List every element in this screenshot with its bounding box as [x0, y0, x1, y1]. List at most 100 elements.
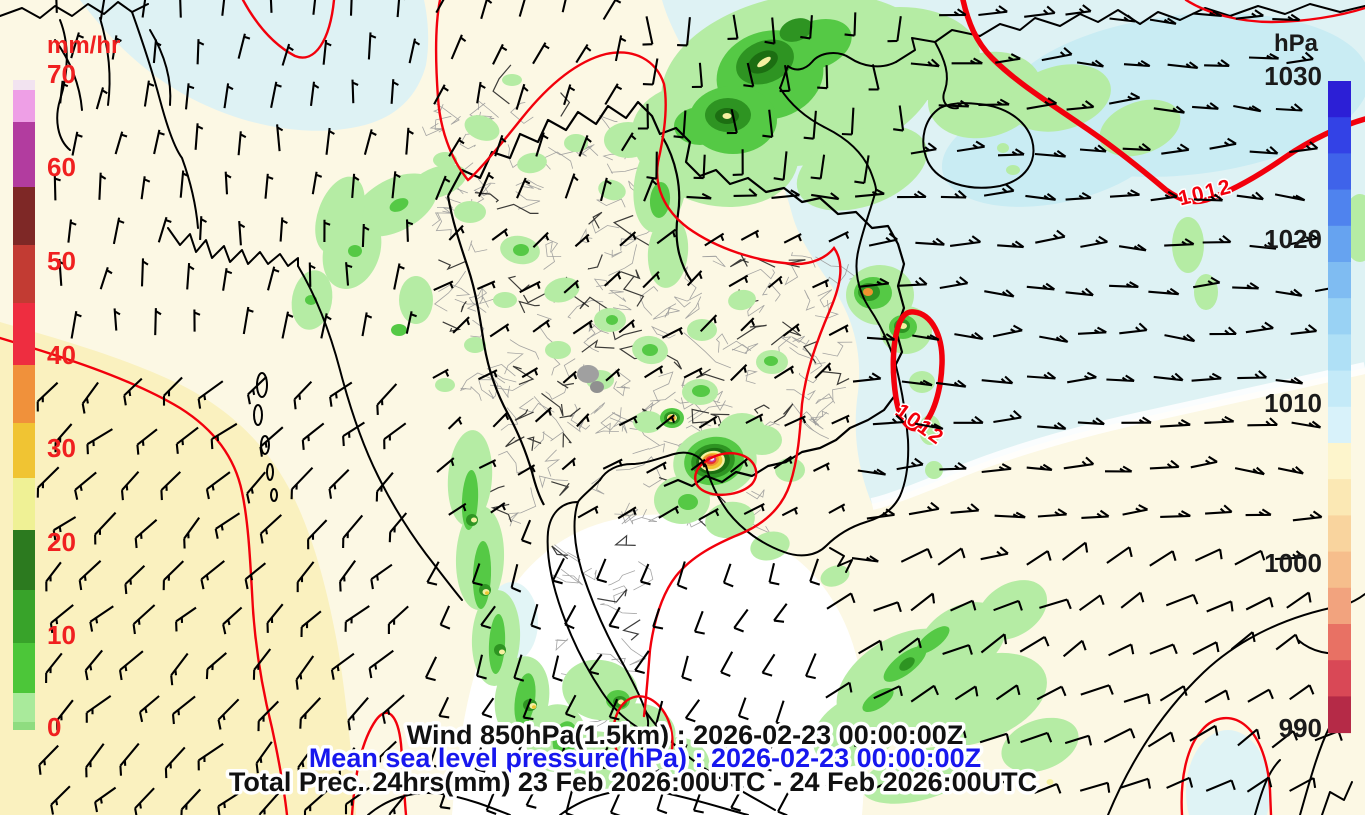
wind-barb — [939, 276, 969, 290]
district-boundary — [600, 603, 638, 614]
wind-barb — [617, 506, 637, 520]
wind-barb — [1108, 643, 1135, 657]
wind-barb — [673, 110, 687, 139]
wind-barb — [140, 176, 151, 200]
district-boundary — [791, 402, 814, 431]
wind-barb — [1291, 420, 1322, 429]
wind-barb — [1275, 550, 1305, 561]
district-boundary — [545, 387, 567, 400]
wind-barb — [387, 605, 409, 634]
coast-tenasserim — [297, 265, 463, 601]
precip-colorbar-segment — [13, 122, 35, 187]
district-boundary — [536, 313, 560, 349]
province-boundary — [620, 269, 641, 280]
wind-barb — [853, 737, 884, 749]
wind-barb — [1026, 371, 1057, 380]
wind-barb — [370, 563, 393, 590]
coast-leizhou — [934, 41, 959, 110]
wind-barb — [373, 740, 397, 772]
wind-barb — [99, 0, 106, 20]
precip-cell-l1 — [705, 501, 755, 539]
wind-barb — [532, 42, 550, 65]
wind-barb — [242, 306, 254, 335]
district-boundary — [509, 339, 540, 360]
wind-barb — [1192, 10, 1223, 18]
wind-barb — [140, 258, 149, 287]
wind-barb — [511, 744, 523, 768]
pressure-colorbar-segment — [1328, 262, 1351, 299]
precip-cell-l2 — [862, 687, 894, 713]
wind-barb — [950, 599, 977, 612]
wind-barb — [368, 649, 394, 679]
coast-river2 — [99, 17, 111, 106]
wind-barb — [281, 43, 294, 66]
wind-barb — [782, 323, 801, 337]
pressure-colorbar-segment — [1328, 551, 1351, 589]
wind-barb — [330, 652, 355, 680]
wind-barb — [70, 32, 84, 59]
wind-barb — [599, 177, 612, 202]
precip-colorbar-segment — [13, 187, 35, 245]
wind-barb — [447, 416, 463, 430]
wind-barb — [290, 466, 314, 500]
wind-barb — [1064, 734, 1093, 746]
wind-barb — [910, 592, 936, 612]
wind-barb — [222, 606, 243, 635]
pressure-shade-cyan-topleft — [80, 0, 429, 131]
wind-barb — [1066, 100, 1095, 111]
district-boundary — [460, 385, 482, 401]
wind-barb — [773, 455, 793, 470]
pressure-colorbar-tick: 1000 — [1264, 548, 1322, 578]
wind-barb — [438, 696, 450, 719]
wind-barb — [307, 519, 328, 550]
wind-barb — [89, 605, 114, 632]
wind-barb — [197, 380, 224, 409]
wind-barb — [329, 381, 353, 407]
wind-barb — [85, 743, 105, 778]
wind-barb — [954, 685, 979, 701]
wind-barb — [390, 79, 399, 104]
district-boundary — [468, 240, 488, 253]
district-boundary — [500, 407, 519, 431]
coast-myanmar-west — [131, 11, 199, 229]
wind-barb — [1275, 103, 1303, 112]
wind-barb — [197, 743, 224, 771]
province-boundary — [551, 481, 570, 497]
wind-barb — [433, 84, 449, 105]
wind-barb — [1247, 688, 1274, 703]
precip-cell-l3 — [563, 735, 575, 745]
precip-cell-l1 — [820, 565, 850, 587]
wind-barb — [1104, 465, 1133, 473]
wind-barb — [1120, 591, 1145, 609]
province-boundary — [611, 325, 643, 341]
wind-barb — [866, 333, 896, 341]
wind-barb — [841, 107, 855, 136]
wind-barb — [995, 53, 1021, 64]
wind-barb — [492, 43, 508, 65]
wind-barb — [1148, 287, 1180, 296]
district-boundary — [786, 389, 816, 401]
pressure-colorbar-tick: 990 — [1279, 713, 1322, 743]
wind-barb — [620, 132, 637, 152]
wind-barb — [699, 314, 718, 333]
wind-barb — [562, 370, 578, 384]
wind-barb — [485, 790, 497, 815]
precip-cell-l1 — [647, 216, 689, 288]
wind-barb — [733, 188, 758, 197]
wind-barb — [761, 744, 774, 772]
wind-barb — [1039, 334, 1069, 343]
wind-barb — [342, 514, 364, 549]
district-boundary — [813, 387, 846, 423]
precip-cell-l2 — [389, 198, 409, 212]
wind-barb — [773, 603, 788, 623]
wind-barb — [893, 105, 905, 132]
wind-barb — [530, 603, 542, 630]
wind-barb — [522, 698, 534, 721]
isobar-closed-low — [612, 695, 674, 779]
wind-barb — [452, 316, 470, 334]
wind-barb — [577, 505, 599, 519]
district-boundary — [685, 296, 702, 319]
coast-tonkin-delta — [779, 87, 877, 191]
province-boundary — [507, 275, 530, 292]
wind-barb — [895, 728, 924, 742]
